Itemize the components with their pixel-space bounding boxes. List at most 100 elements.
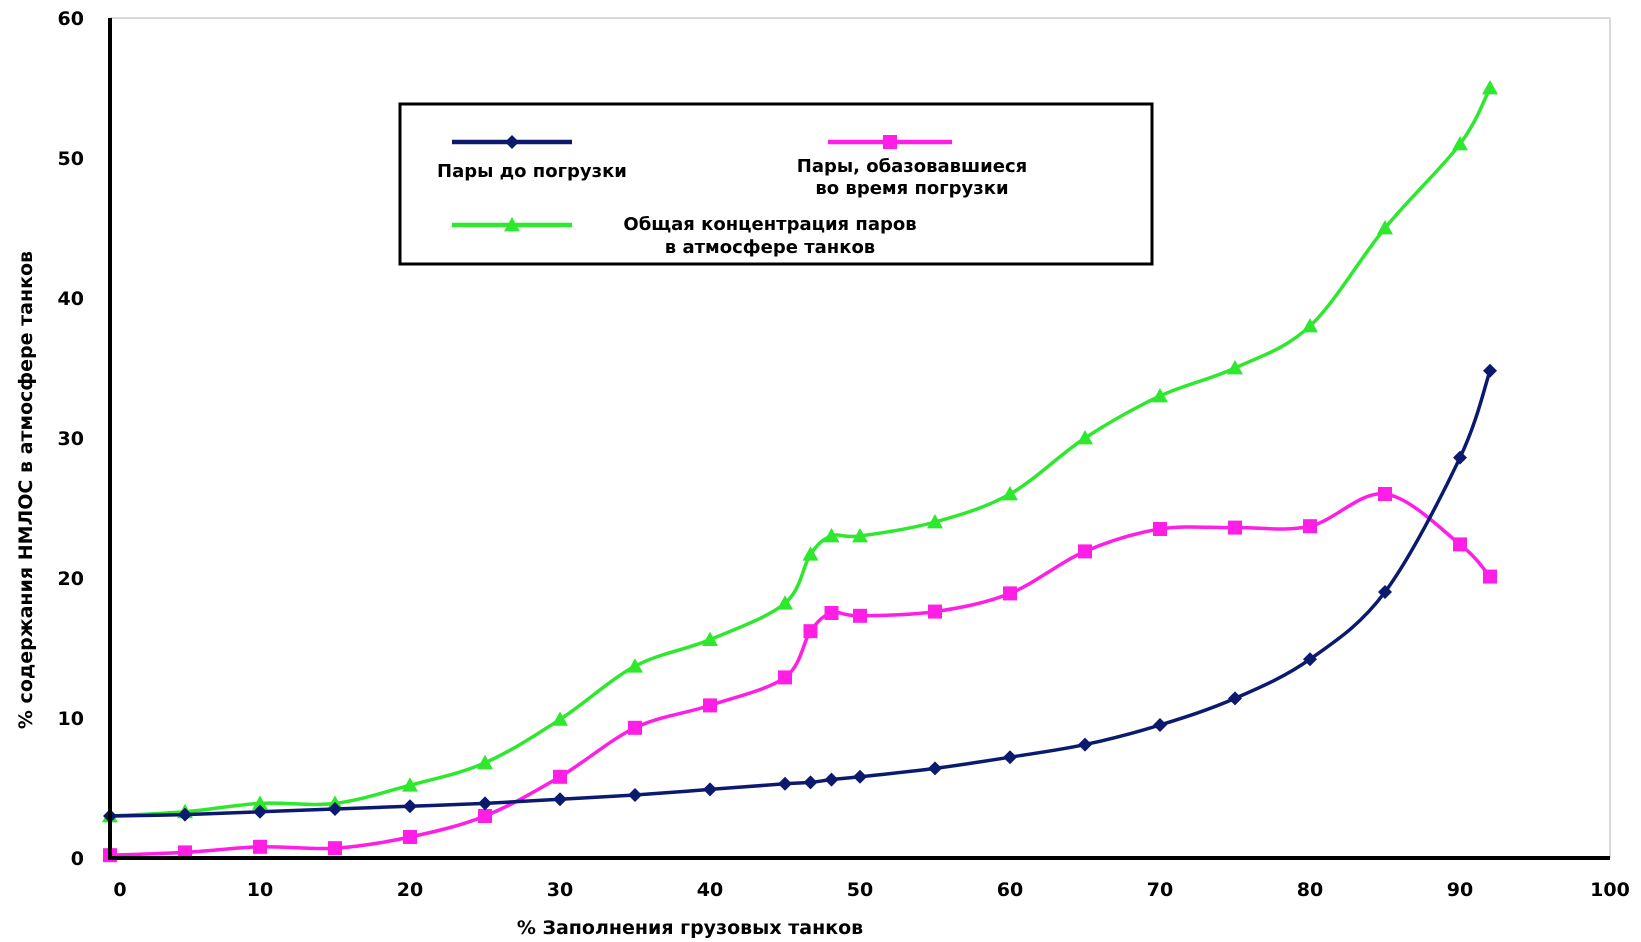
data-point-series-1 (1378, 585, 1392, 599)
data-point-series-1 (703, 782, 717, 797)
series-2 (103, 487, 1497, 863)
x-tick-label: 0 (113, 879, 126, 901)
y-tick-labels: 0 10 20 30 40 50 60 (58, 8, 84, 870)
x-tick-labels: 0 10 20 30 40 50 60 70 80 90 100 (113, 879, 1629, 901)
data-point-series-2 (628, 720, 642, 735)
data-point-series-2 (824, 606, 839, 620)
data-point-series-3 (1482, 80, 1498, 95)
data-point-series-3 (477, 754, 493, 770)
data-point-series-1 (803, 775, 818, 790)
data-point-series-1 (1153, 718, 1167, 732)
y-tick-label: 20 (58, 568, 84, 590)
data-point-series-2 (403, 830, 417, 844)
data-point-series-1 (1078, 737, 1092, 752)
data-point-series-1 (928, 761, 942, 776)
data-point-series-2 (1078, 544, 1092, 559)
data-point-series-1 (824, 772, 839, 787)
y-tick-label: 10 (58, 708, 84, 730)
legend-entry-series-2: Пары, обазовавшиеся во время погрузки (797, 135, 1027, 199)
data-point-series-3 (927, 514, 943, 529)
legend-label-series-3-line-1: Общая концентрация паров (623, 214, 916, 235)
data-point-series-2 (328, 841, 342, 856)
data-point-series-1 (853, 769, 867, 784)
data-point-series-2 (1003, 586, 1017, 601)
x-tick-label: 10 (247, 879, 273, 901)
data-point-series-3 (252, 795, 268, 810)
data-point-series-1 (1483, 363, 1497, 378)
y-tick-label: 50 (58, 148, 84, 170)
data-point-series-1 (1228, 691, 1242, 706)
y-tick-label: 30 (58, 428, 84, 450)
data-point-series-2 (478, 809, 492, 823)
data-point-series-2 (1378, 487, 1392, 501)
y-tick-label: 60 (58, 8, 84, 30)
data-point-series-1 (478, 796, 492, 811)
data-point-series-3 (627, 658, 643, 673)
data-point-series-2 (1228, 520, 1242, 535)
series-line-2 (109, 492, 1492, 857)
data-point-series-2 (803, 624, 818, 639)
x-tick-label: 60 (997, 879, 1023, 901)
x-tick-label: 90 (1447, 879, 1473, 901)
data-point-series-3 (802, 546, 819, 561)
data-point-series-3 (1377, 220, 1393, 235)
x-axis-label: % Заполнения грузовых танков (517, 917, 863, 939)
data-point-series-1 (178, 807, 192, 822)
data-point-series-2 (178, 845, 192, 860)
legend-box (398, 102, 1154, 266)
y-tick-label: 40 (58, 288, 84, 310)
legend-marker-series-2 (883, 135, 897, 149)
data-point-series-1 (328, 802, 342, 816)
data-point-series-3 (1002, 486, 1018, 501)
data-point-series-2 (1153, 522, 1167, 536)
legend-label-series-2-line-1: Пары, обазовавшиеся (797, 156, 1027, 177)
data-point-series-3 (1077, 430, 1093, 445)
legend: Пары до погрузки Пары, обазовавшиеся во … (398, 102, 1154, 266)
plot-area (110, 17, 1611, 858)
data-point-series-1 (553, 792, 567, 807)
series-1 (103, 363, 1497, 823)
y-tick-label: 0 (71, 848, 84, 870)
legend-marker-point (505, 135, 519, 149)
data-point-series-1 (1003, 750, 1017, 765)
legend-entry-series-3: Общая концентрация паров в атмосфере тан… (452, 214, 917, 258)
legend-entry-series-1: Пары до погрузки (437, 135, 627, 182)
data-point-series-3 (702, 631, 718, 646)
data-point-series-2 (553, 769, 567, 784)
legend-label-series-3-line-2: в атмосфере танков (665, 237, 875, 258)
axes (108, 18, 1610, 860)
legend-label-series-1: Пары до погрузки (437, 161, 627, 182)
x-tick-label: 50 (847, 879, 873, 901)
x-tick-label: 70 (1147, 879, 1173, 901)
data-point-series-3 (1302, 318, 1318, 333)
x-tick-label: 20 (397, 879, 423, 901)
data-point-series-1 (628, 788, 642, 802)
data-point-series-1 (403, 799, 417, 814)
x-tick-label: 80 (1297, 879, 1323, 901)
data-point-series-3 (823, 528, 840, 543)
data-point-series-2 (253, 839, 267, 854)
data-point-series-3 (1152, 388, 1168, 403)
legend-marker-series-1 (505, 135, 519, 149)
data-point-series-3 (402, 777, 418, 792)
x-tick-label: 100 (1590, 879, 1630, 901)
data-point-series-2 (928, 604, 942, 619)
series-layer (102, 80, 1498, 863)
data-point-series-1 (1453, 450, 1467, 465)
data-point-series-1 (1303, 652, 1317, 667)
legend-marker-point (504, 217, 520, 232)
x-tick-label: 40 (697, 879, 723, 901)
legend-marker-series-3 (504, 217, 520, 232)
data-point-series-2 (853, 608, 867, 623)
data-point-series-1 (253, 804, 267, 819)
series-line-1 (109, 370, 1492, 818)
data-point-series-3 (1227, 360, 1243, 375)
data-point-series-3 (777, 595, 793, 610)
legend-marker-point (883, 135, 897, 149)
legend-label-series-2-line-2: во время погрузки (815, 178, 1008, 199)
data-point-series-3 (1452, 136, 1468, 151)
data-point-series-2 (1303, 519, 1317, 534)
data-point-series-2 (1453, 537, 1467, 552)
data-point-series-2 (1483, 569, 1497, 584)
